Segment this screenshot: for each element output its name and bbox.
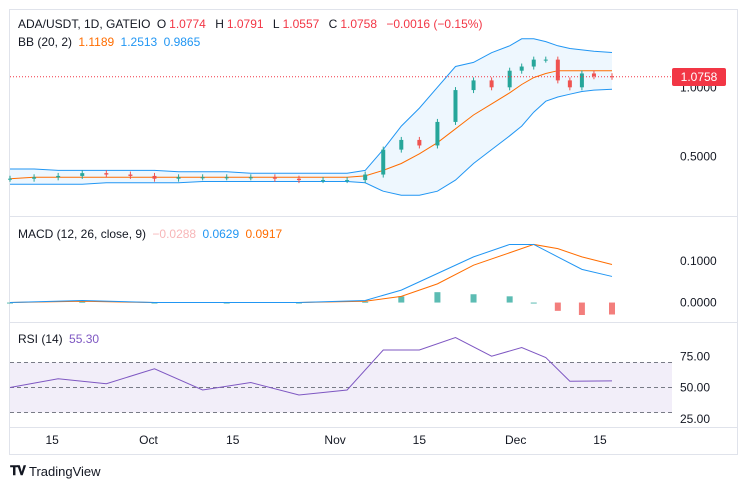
macd-label: MACD (12, 26, close, 9) <box>18 227 147 241</box>
macd-legend: MACD (12, 26, close, 9) −0.0288 0.0629 0… <box>18 227 285 241</box>
bb-label: BB (20, 2) <box>18 35 73 49</box>
pane-divider-macd <box>9 216 738 217</box>
candle-body <box>399 139 404 150</box>
candle-body <box>610 76 614 78</box>
candle-body <box>176 177 181 179</box>
macd-histogram-bar <box>470 294 477 303</box>
open-label: O 1.0774 <box>156 17 206 31</box>
time-axis-label: Dec <box>505 433 526 447</box>
close-label: C 1.0758 <box>328 17 378 31</box>
last-price-tag: 1.0758 <box>672 67 726 86</box>
candle-body <box>507 70 512 88</box>
macd-histogram-bar <box>609 302 615 315</box>
candle-body <box>56 175 61 178</box>
candle-body <box>591 73 596 77</box>
candle-body <box>567 80 572 88</box>
candle-body <box>363 174 368 181</box>
macd-histogram-bar <box>506 296 513 303</box>
chart-frame <box>9 9 738 455</box>
macd-value: 0.0629 <box>202 227 240 241</box>
tradingview-footer: 𝐓𝐕 TradingView <box>10 463 101 479</box>
candle-body <box>531 59 536 67</box>
macd-histogram-bar <box>79 301 86 303</box>
time-axis-label: Nov <box>324 433 345 447</box>
bb-lower-value: 0.9865 <box>163 35 201 49</box>
candle-body <box>471 80 476 91</box>
time-axis-label: Oct <box>139 433 158 447</box>
candle-body <box>543 59 548 61</box>
ohlc-legend: ADA/USDT, 1D, GATEIO O 1.0774 H 1.0791 L 1.… <box>18 17 485 31</box>
candle-body <box>80 173 85 176</box>
time-axis-label: 15 <box>593 433 607 447</box>
candle-body <box>8 178 12 180</box>
candle-body <box>381 149 386 175</box>
rsi-label: RSI (14) <box>18 332 63 346</box>
time-axis-label: 15 <box>45 433 59 447</box>
macd-axis-label: 0.1000 <box>680 254 717 268</box>
price-axis-label: 0.5000 <box>680 150 717 164</box>
candle-body <box>296 178 301 181</box>
time-axis-label: 15 <box>226 433 240 447</box>
candle-body <box>345 180 350 182</box>
candle-body <box>32 177 37 179</box>
change-label: −0.0016 (−0.15%) <box>386 17 483 31</box>
candle-body <box>519 66 524 71</box>
bb-legend: BB (20, 2) 1.1189 1.2513 0.9865 <box>18 35 203 49</box>
candle-body <box>579 73 584 88</box>
pane-divider-time <box>9 427 738 428</box>
candle-body <box>453 90 458 122</box>
pane-divider-rsi <box>9 322 738 323</box>
rsi-axis-label: 75.00 <box>680 349 710 363</box>
bb-upper-line <box>10 38 613 174</box>
bb-band-fill <box>10 38 612 196</box>
time-axis-label: 15 <box>413 433 427 447</box>
candle-body <box>435 121 440 146</box>
bb-basis-value: 1.1189 <box>78 35 115 49</box>
tradingview-logo-icon: 𝐓𝐕 <box>10 463 26 478</box>
candle-body <box>152 175 157 179</box>
rsi-axis-label: 50.00 <box>680 381 710 395</box>
candle-body <box>417 139 422 146</box>
macd-histogram-bar <box>530 302 537 304</box>
macd-hist-value: −0.0288 <box>152 227 197 241</box>
macd-signal-line <box>9 243 613 304</box>
high-label: H 1.0791 <box>215 17 264 31</box>
macd-line <box>9 243 613 304</box>
bb-lower-line <box>10 88 613 196</box>
macd-histogram-bar <box>554 302 561 311</box>
rsi-legend: RSI (14) 55.30 <box>18 332 102 346</box>
rsi-value: 55.30 <box>69 332 100 346</box>
candle-body <box>200 177 205 179</box>
symbol-label: ADA/USDT, 1D, GATEIO <box>18 17 151 31</box>
macd-histogram-bar <box>398 296 405 303</box>
bb-basis-line <box>9 70 613 180</box>
candle-body <box>555 59 560 81</box>
candle-body <box>104 173 109 175</box>
bb-upper-value: 1.2513 <box>120 35 158 49</box>
candle-body <box>489 80 494 88</box>
brand-label: TradingView <box>29 463 101 479</box>
signal-value: 0.0917 <box>245 227 283 241</box>
macd-histogram-bar <box>578 302 585 315</box>
rsi-line <box>9 336 613 396</box>
candle-body <box>248 177 253 179</box>
candle-body <box>272 177 277 179</box>
low-label: L 1.0557 <box>272 17 320 31</box>
macd-histogram-bar <box>7 302 13 304</box>
macd-histogram-bar <box>434 292 441 303</box>
candle-body <box>128 174 133 176</box>
candle-body <box>224 177 229 179</box>
candle-body <box>321 180 326 182</box>
rsi-axis-label: 25.00 <box>680 412 710 426</box>
macd-axis-label: 0.0000 <box>680 296 717 310</box>
macd-histogram-bar <box>362 301 369 303</box>
